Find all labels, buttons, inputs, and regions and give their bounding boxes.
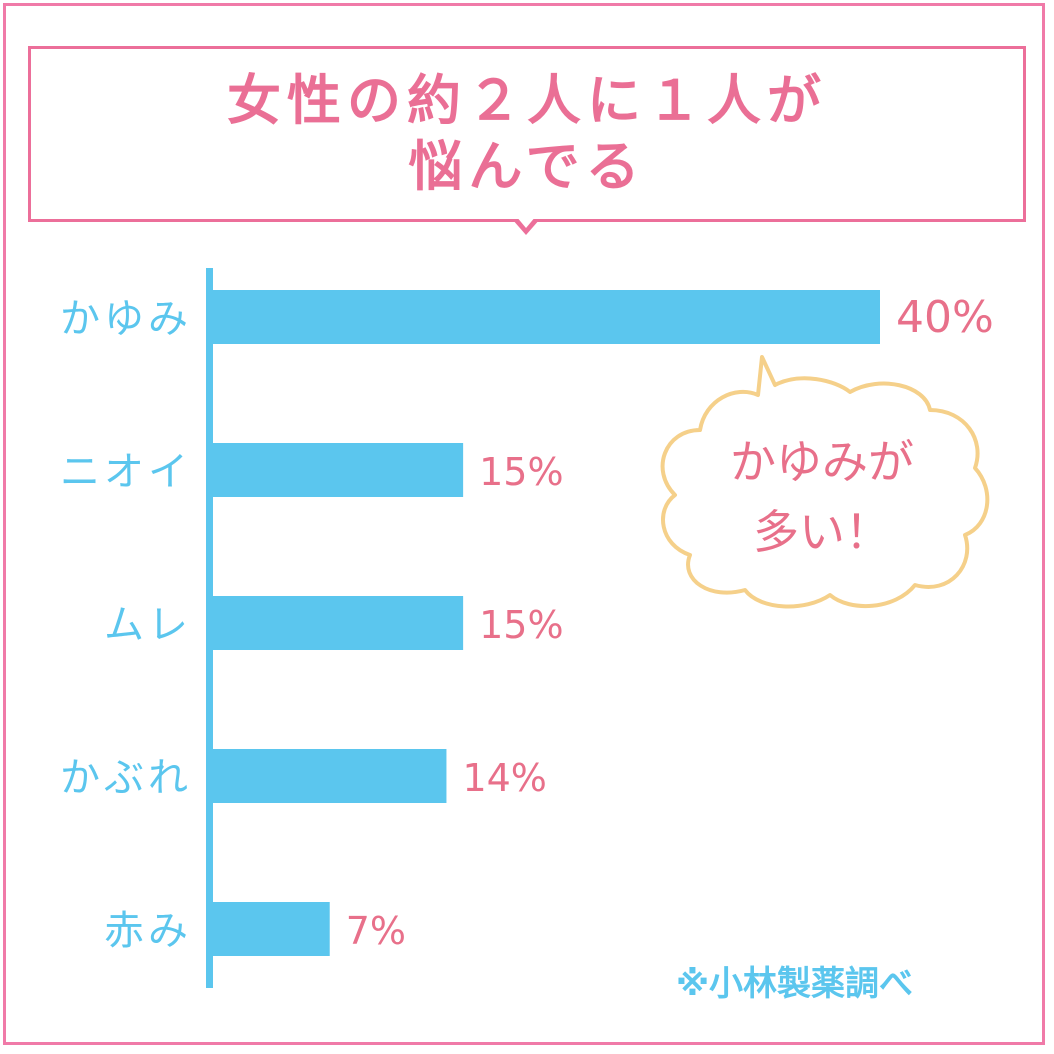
callout-line-1: かゆみが <box>730 435 914 489</box>
bar <box>213 596 464 650</box>
category-label: ニオイ <box>60 449 192 495</box>
callout-bubble: かゆみが 多い！ <box>660 355 990 609</box>
title-line-2: 悩んでる <box>408 135 646 198</box>
title-box-pointer <box>512 216 540 235</box>
bar <box>213 290 880 344</box>
bar <box>213 443 464 497</box>
category-label: ムレ <box>104 602 192 648</box>
bar <box>213 749 447 803</box>
title-line-1: 女性の約２人に１人が <box>227 69 827 132</box>
category-label: かぶれ <box>60 755 192 801</box>
category-label: 赤み <box>104 908 192 954</box>
bar <box>213 902 330 956</box>
source-note: ※小林製薬調べ <box>676 964 914 1004</box>
outer-frame <box>3 3 1045 1045</box>
category-label: かゆみ <box>60 296 192 342</box>
value-label: 14% <box>462 756 546 800</box>
value-label: 15% <box>479 450 563 494</box>
callout-line-2: 多い！ <box>753 505 891 559</box>
value-label: 40% <box>896 292 994 343</box>
value-label: 7% <box>346 909 406 953</box>
axis-line <box>206 268 213 988</box>
value-label: 15% <box>479 603 563 647</box>
